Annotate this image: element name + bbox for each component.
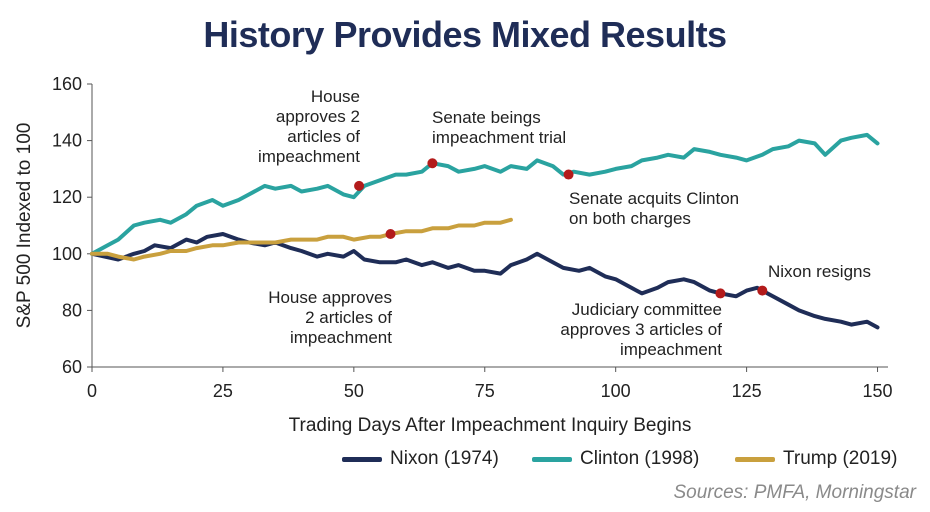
annotation-line: House — [310, 87, 360, 106]
legend-label: Clinton (1998) — [580, 448, 700, 469]
legend-swatch — [342, 456, 382, 462]
legend-swatch — [532, 456, 572, 462]
annotation-line: Nixon resigns — [768, 262, 871, 281]
y-tick-label: 140 — [52, 131, 82, 151]
annotation-line: approves 3 articles of — [560, 320, 722, 339]
annotation-line: impeachment trial — [432, 128, 567, 147]
x-tick-label: 125 — [732, 381, 762, 401]
annotation-senate-trial: Senate beings impeachment trial — [432, 108, 566, 148]
event-marker — [385, 228, 396, 239]
x-tick-label: 100 — [601, 381, 631, 401]
event-marker — [354, 180, 365, 191]
x-tick-label: 75 — [475, 381, 495, 401]
annotation-line: Senate beings — [432, 108, 541, 127]
annotation-house-trump: House approves 2 articles of impeachment — [242, 288, 392, 348]
x-axis-label: Trading Days After Impeachment Inquiry B… — [289, 415, 692, 436]
annotation-line: on both charges — [569, 209, 691, 228]
annotation-judiciary: Judiciary committee approves 3 articles … — [524, 300, 722, 360]
event-marker — [427, 158, 438, 169]
annotation-line: impeachment — [257, 147, 360, 166]
annotation-line: approves 2 — [275, 107, 360, 126]
legend-clinton: Clinton (1998) — [532, 448, 699, 470]
y-tick-label: 60 — [62, 357, 82, 377]
series-line-clinton — [90, 132, 880, 256]
x-tick-label: 0 — [87, 381, 97, 401]
y-tick-label: 100 — [52, 244, 82, 264]
annotation-line: Judiciary committee — [571, 300, 722, 319]
annotation-nixon-resigns: Nixon resigns — [768, 262, 871, 282]
x-tick-label: 150 — [863, 381, 893, 401]
legend-trump: Trump (2019) — [735, 448, 897, 470]
legend-label: Nixon (1974) — [390, 448, 499, 469]
series-line-nixon — [90, 232, 880, 330]
event-marker — [715, 288, 726, 299]
event-marker — [563, 169, 574, 180]
y-tick-label: 120 — [52, 187, 82, 207]
annotation-line: articles of — [287, 127, 360, 146]
x-tick-label: 50 — [344, 381, 364, 401]
annotation-line: impeachment — [619, 340, 722, 359]
y-tick-label: 80 — [62, 300, 82, 320]
event-marker — [757, 285, 768, 296]
series-line-trump — [90, 217, 513, 262]
x-tick-label: 25 — [213, 381, 233, 401]
annotation-line: impeachment — [289, 328, 392, 347]
chart-title: History Provides Mixed Results — [203, 14, 727, 55]
annotation-line: 2 articles of — [305, 308, 392, 327]
y-axis-label: S&P 500 Indexed to 100 — [14, 123, 35, 329]
legend-nixon: Nixon (1974) — [342, 448, 499, 470]
y-tick-label: 160 — [52, 74, 82, 94]
source-note: Sources: PMFA, Morningstar — [673, 482, 916, 503]
annotation-senate-acquits: Senate acquits Clinton on both charges — [569, 189, 739, 229]
annotation-house-clinton: House approves 2 articles of impeachment — [240, 87, 360, 167]
legend-label: Trump (2019) — [783, 448, 898, 469]
legend-swatch — [735, 456, 775, 462]
annotation-line: Senate acquits Clinton — [569, 189, 740, 208]
annotation-line: House approves — [268, 288, 392, 307]
